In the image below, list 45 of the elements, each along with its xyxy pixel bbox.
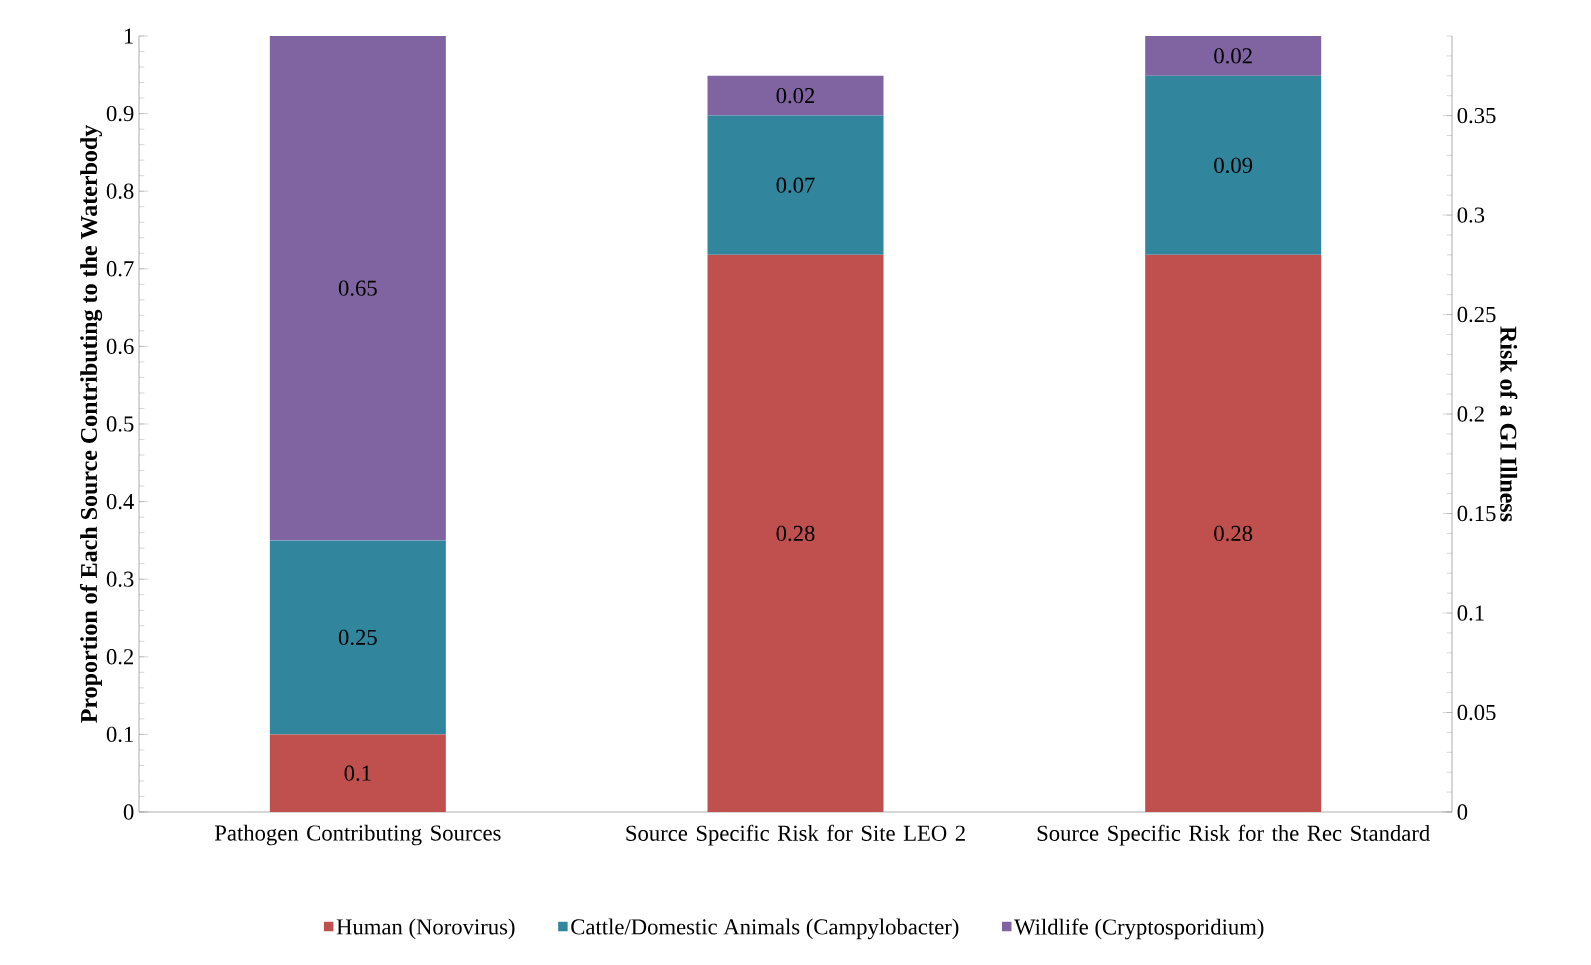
data-label: 0.1: [344, 765, 371, 781]
y2-tick-label: 0.3: [1457, 207, 1485, 223]
bar: [1145, 254, 1322, 812]
legend-label: Human (Norovirus): [336, 918, 515, 940]
bar: [1145, 36, 1322, 76]
y2-tick-label: 0: [1457, 804, 1468, 820]
y-tick-label: 0.6: [106, 338, 134, 355]
bar: [707, 254, 884, 812]
bar: [707, 75, 884, 116]
y2-tick-label: 0.2: [1457, 406, 1484, 422]
legend-label: Wildlife (Cryptosporidium): [1014, 918, 1264, 940]
y-tick-label: 0.4: [106, 493, 134, 510]
data-label: 0.28: [776, 525, 815, 542]
data-label: 0.09: [1214, 157, 1253, 174]
x-tick-label: Source Specific Risk for the Rec Standard: [1037, 824, 1430, 846]
data-label: 0.65: [338, 280, 377, 296]
y-tick-label: 0.2: [106, 649, 134, 665]
y-tick-label: 0.3: [106, 571, 134, 587]
y-tick-label: 0.9: [106, 105, 134, 122]
y2-tick-label: 0.35: [1457, 107, 1496, 124]
bar: [707, 115, 884, 255]
y-tick-label: 0.7: [106, 261, 134, 277]
legend-label: Cattle/Domestic Animals (Campylobacter): [571, 918, 959, 940]
x-tick-label: Pathogen Contributing Sources: [214, 824, 501, 846]
x-tick-label: Source Specific Risk for Site LEO 2: [626, 824, 965, 846]
y2-tick-label: 0.05: [1457, 704, 1496, 721]
data-label: 0.02: [1214, 48, 1252, 64]
y2-tick-label: 0.15: [1457, 505, 1496, 522]
y-tick-label: 0.8: [106, 183, 134, 199]
y-tick-label: 0: [123, 804, 134, 820]
data-label: 0.28: [1214, 525, 1253, 542]
bar: [269, 540, 446, 735]
data-label: 0.07: [776, 177, 815, 193]
y-tick-label: 1: [124, 28, 133, 44]
bar: [269, 35, 446, 541]
data-label: 0.02: [776, 87, 815, 104]
y-axis-title: Proportion of Each Source Contributing to the Waterbody: [79, 124, 103, 723]
y2-axis-title: Risk of a GI Illness: [1500, 326, 1518, 522]
data-label: 0.25: [338, 629, 377, 646]
y2-tick-label: 0.1: [1457, 605, 1484, 621]
y2-tick-label: 0.25: [1457, 306, 1496, 323]
bar: [269, 734, 446, 812]
y-tick-label: 0.5: [106, 416, 134, 432]
y-tick-label: 0.1: [106, 726, 133, 743]
bar: [1145, 75, 1322, 255]
